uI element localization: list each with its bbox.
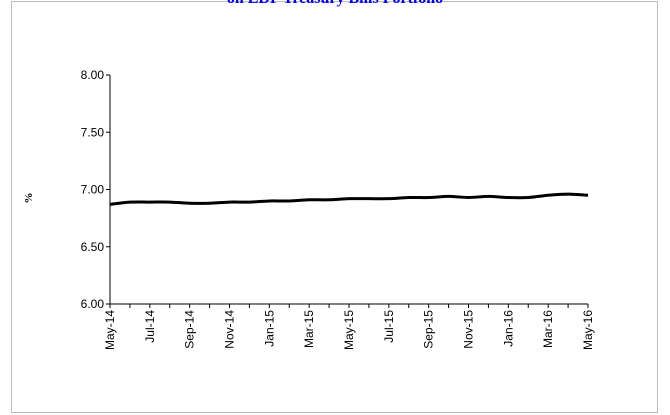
chart-title: on EDF Treasury Bills Portfolio: [0, 0, 670, 10]
x-tick-labels: May-14 Jul-14 Sep-14 Nov-14 Jan-15 Mar-15 May-…: [103, 310, 595, 350]
x-tick-label: Jul-14: [143, 310, 157, 343]
series-line: [109, 192, 589, 206]
x-tick-label: Nov-15: [462, 310, 476, 349]
y-tick-label: 6.50: [81, 240, 105, 254]
y-axis-label: %: [23, 193, 35, 204]
x-tick-label: Mar-16: [541, 310, 555, 348]
x-tick-label: Jul-15: [382, 310, 396, 343]
y-tick-label: 8.00: [81, 68, 105, 82]
series-group: [109, 192, 589, 206]
chart-axes: [106, 74, 589, 308]
chart-frame: [11, 1, 658, 413]
x-tick-label: May-15: [342, 310, 356, 350]
x-tick-label: Jan-16: [501, 310, 515, 347]
x-tick-label: Sep-15: [422, 310, 436, 349]
y-tick-label: 7.50: [81, 125, 105, 139]
x-tick-label: Mar-15: [302, 310, 316, 348]
y-tick-label: 6.00: [81, 297, 105, 311]
x-tick-label: Jan-15: [262, 310, 276, 347]
y-tick-label: 7.00: [81, 183, 105, 197]
x-tick-label: Nov-14: [223, 310, 237, 349]
y-tick-labels: 6.00 6.50 7.00 7.50 8.00: [81, 68, 105, 311]
x-tick-label: May-14: [103, 310, 117, 350]
x-tick-label: Sep-14: [183, 310, 197, 349]
x-tick-label: May-16: [581, 310, 595, 350]
